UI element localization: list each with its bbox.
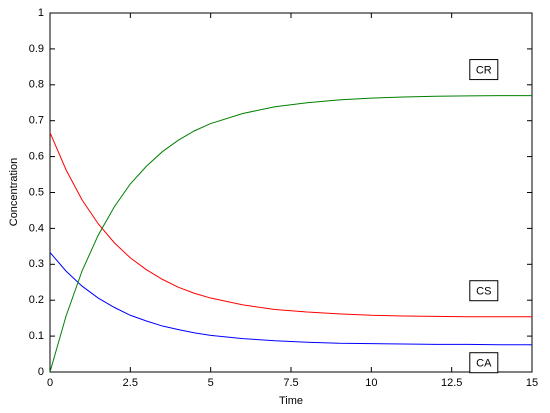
- y-tick-label: 0.3: [29, 258, 44, 270]
- series-label-box: [469, 280, 499, 302]
- series-label: CA: [476, 358, 492, 370]
- x-tick-label: 5: [208, 377, 214, 389]
- series-label: CS: [476, 286, 491, 298]
- series-label-box: [469, 59, 499, 81]
- series-label: CR: [476, 64, 492, 76]
- y-tick-label: 0.6: [29, 151, 44, 163]
- y-tick-label: 0.8: [29, 79, 44, 91]
- x-tick-label: 7.5: [283, 377, 298, 389]
- series-line: [49, 95, 532, 373]
- x-axis-label: Time: [279, 395, 303, 407]
- y-tick-label: 0.1: [29, 330, 44, 342]
- series-label-box: [469, 352, 499, 374]
- x-tick-label: 15: [526, 377, 538, 389]
- y-tick-label: 0.9: [29, 43, 44, 55]
- series-line: [49, 252, 532, 346]
- y-tick-label: 0: [38, 366, 44, 378]
- series-line: [49, 132, 532, 318]
- y-tick-label: 0.4: [29, 222, 44, 234]
- y-axis-label: Concentration: [8, 158, 20, 227]
- y-tick-label: 0.7: [29, 115, 44, 127]
- x-tick-label: 10: [365, 377, 377, 389]
- x-tick-label: 0: [47, 377, 53, 389]
- y-tick-label: 0.2: [29, 294, 44, 306]
- plot-frame: [49, 12, 533, 373]
- y-tick-label: 0.5: [29, 186, 44, 198]
- x-tick-label: 2.5: [123, 377, 138, 389]
- x-tick-label: 12.5: [441, 377, 462, 389]
- y-tick-label: 1: [38, 7, 44, 19]
